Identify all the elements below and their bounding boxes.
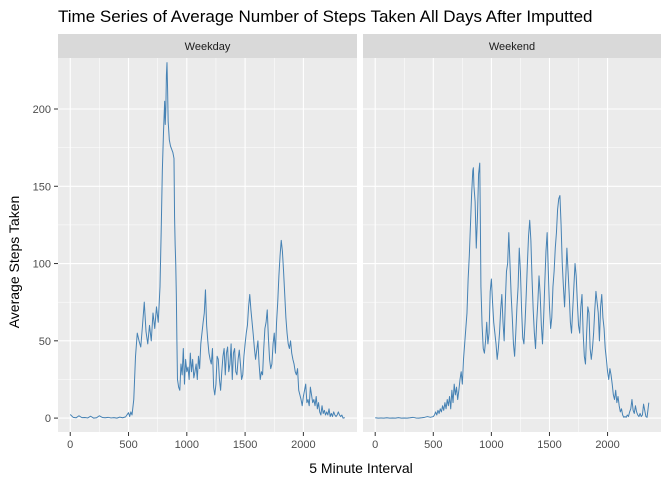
y-tick-label: 150 — [33, 181, 51, 193]
x-tick-label: 1500 — [233, 439, 257, 451]
y-tick-label: 0 — [45, 413, 51, 425]
y-tick-label: 200 — [33, 104, 51, 116]
x-tick-label: 1000 — [175, 439, 199, 451]
y-axis: 0 50 100 150 200 — [33, 104, 58, 425]
facet-panel-weekend: Weekend 0 500 1000 1500 2000 — [363, 34, 661, 451]
x-tick-label: 0 — [372, 439, 378, 451]
series-line-weekday — [69, 62, 345, 419]
x-tick-label: 2000 — [595, 439, 619, 451]
facet-panels: Weekday 0 500 1000 1500 2000 Weekend 0 500 1000 15… — [58, 34, 661, 451]
x-tick-label: 1500 — [537, 439, 561, 451]
facet-strip — [58, 34, 357, 58]
y-tick-label: 100 — [33, 259, 51, 271]
panel-background — [58, 58, 357, 432]
facet-strip-label: Weekend — [489, 41, 535, 53]
x-tick-label: 500 — [424, 439, 442, 451]
facet-strip — [363, 34, 661, 58]
x-axis-title: 5 Minute Interval — [309, 460, 413, 476]
series-line-weekend — [375, 162, 650, 419]
x-tick-label: 1000 — [479, 439, 503, 451]
x-tick-label: 2000 — [291, 439, 315, 451]
x-tick-label: 500 — [119, 439, 137, 451]
y-axis-title: Average Steps Taken — [6, 196, 22, 329]
x-tick-label: 0 — [67, 439, 73, 451]
y-tick-label: 50 — [39, 336, 51, 348]
facet-panel-weekday: Weekday 0 500 1000 1500 2000 — [58, 34, 357, 451]
facet-strip-label: Weekday — [185, 41, 231, 53]
panel-background — [363, 58, 661, 432]
chart-title: Time Series of Average Number of Steps T… — [58, 7, 593, 26]
